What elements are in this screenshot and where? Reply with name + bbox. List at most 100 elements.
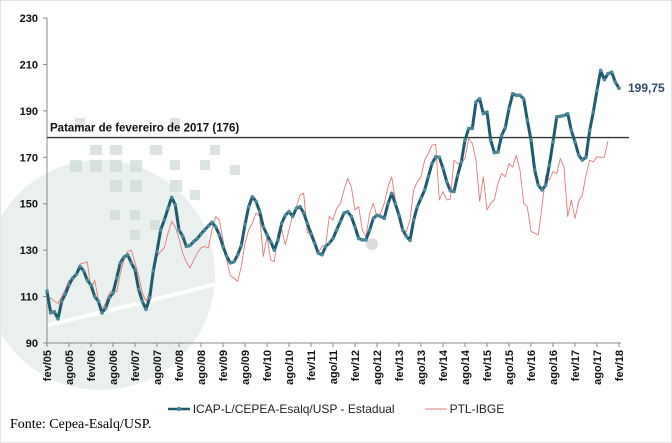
x-tick-label: ago/07 xyxy=(152,350,164,385)
data-point xyxy=(147,295,152,300)
data-point xyxy=(155,249,159,254)
data-point xyxy=(221,244,225,249)
data-point xyxy=(389,191,394,196)
data-point xyxy=(334,228,339,232)
y-tick-label: 150 xyxy=(20,199,38,211)
x-tick-label: ago/09 xyxy=(240,350,252,385)
data-point xyxy=(378,214,383,219)
data-point xyxy=(551,140,555,144)
x-tick-label: fev/13 xyxy=(394,350,406,381)
data-point xyxy=(276,238,280,242)
data-point xyxy=(400,228,405,232)
data-point xyxy=(470,126,475,131)
data-point xyxy=(96,299,101,304)
watermark-logo xyxy=(0,118,378,390)
data-point xyxy=(488,138,493,142)
data-point xyxy=(576,153,581,157)
data-point xyxy=(100,311,104,315)
data-point xyxy=(59,299,64,304)
data-point xyxy=(338,219,343,224)
data-point xyxy=(298,204,302,209)
data-point xyxy=(408,238,412,243)
data-point xyxy=(81,269,86,273)
data-point xyxy=(397,213,401,218)
data-point xyxy=(287,209,291,214)
data-point xyxy=(441,166,445,171)
x-tick-label: fev/11 xyxy=(306,350,318,381)
data-point xyxy=(63,292,68,297)
data-point xyxy=(294,206,299,211)
data-point xyxy=(345,209,350,214)
x-tick-label: ago/11 xyxy=(328,350,340,384)
data-point xyxy=(323,244,328,249)
data-point xyxy=(463,138,467,142)
y-tick-label: 170 xyxy=(20,152,38,164)
data-point xyxy=(393,201,398,206)
y-tick-label: 110 xyxy=(20,292,38,304)
data-point xyxy=(56,317,60,321)
x-tick-label: ago/05 xyxy=(64,350,76,385)
data-point xyxy=(89,283,93,287)
x-tick-label: ago/17 xyxy=(592,350,604,385)
data-point xyxy=(521,96,526,101)
x-tick-label: fev/05 xyxy=(42,350,54,381)
data-point xyxy=(554,115,559,119)
data-point xyxy=(202,228,207,232)
data-point xyxy=(85,278,90,283)
data-point xyxy=(543,183,548,187)
x-tick-label: fev/10 xyxy=(262,350,274,381)
legend-line-icon xyxy=(424,408,447,410)
data-point xyxy=(492,150,497,155)
data-point xyxy=(111,291,115,295)
data-point xyxy=(525,118,530,122)
data-point xyxy=(503,125,508,130)
x-tick-label: fev/18 xyxy=(614,350,626,381)
x-tick-label: fev/07 xyxy=(130,350,142,381)
line-chart: 90 110 130 150 170 190 210 230 fev/05 ago/05 fev/0… xyxy=(0,13,665,390)
data-point xyxy=(52,309,57,314)
data-point xyxy=(232,259,236,264)
x-tick-label: fev/08 xyxy=(174,350,186,381)
data-point xyxy=(562,113,566,118)
data-point xyxy=(349,214,354,219)
data-point xyxy=(426,174,431,179)
data-point xyxy=(529,138,533,142)
reference-line-label: Patamar de fevereiro de 2017 (176) xyxy=(50,123,239,135)
data-point xyxy=(547,163,552,167)
data-point xyxy=(213,225,218,229)
data-point xyxy=(228,261,233,265)
data-point xyxy=(580,158,585,162)
data-point xyxy=(169,195,174,200)
data-point xyxy=(602,77,607,82)
x-tick-label: fev/06 xyxy=(86,350,98,381)
data-point xyxy=(606,71,610,76)
legend-item-icap: ICAP-L/CEPEA-Esalq/USP - Estadual xyxy=(167,402,395,416)
data-point xyxy=(419,196,423,201)
data-point xyxy=(422,187,427,192)
data-point xyxy=(415,204,420,209)
data-point xyxy=(166,206,170,211)
data-point xyxy=(540,188,544,192)
x-tick-label: ago/15 xyxy=(504,350,516,385)
data-point xyxy=(452,189,456,194)
data-point xyxy=(133,268,137,272)
data-point xyxy=(290,214,295,219)
data-point xyxy=(569,128,574,133)
data-point xyxy=(371,216,376,221)
data-point xyxy=(103,306,108,310)
data-point xyxy=(375,213,379,218)
data-point xyxy=(122,255,126,259)
data-point xyxy=(558,114,563,118)
y-tick-label: 210 xyxy=(20,59,38,71)
data-point xyxy=(224,254,229,259)
data-point xyxy=(356,236,361,241)
data-point xyxy=(309,232,313,236)
data-point xyxy=(444,179,449,184)
data-point xyxy=(246,204,251,209)
x-tick-label: ago/14 xyxy=(460,349,472,385)
data-point xyxy=(125,252,130,257)
data-point xyxy=(587,128,592,133)
end-value-label: 199,75 xyxy=(628,81,665,95)
x-tick-label: ago/08 xyxy=(196,350,208,385)
data-point xyxy=(485,110,489,114)
